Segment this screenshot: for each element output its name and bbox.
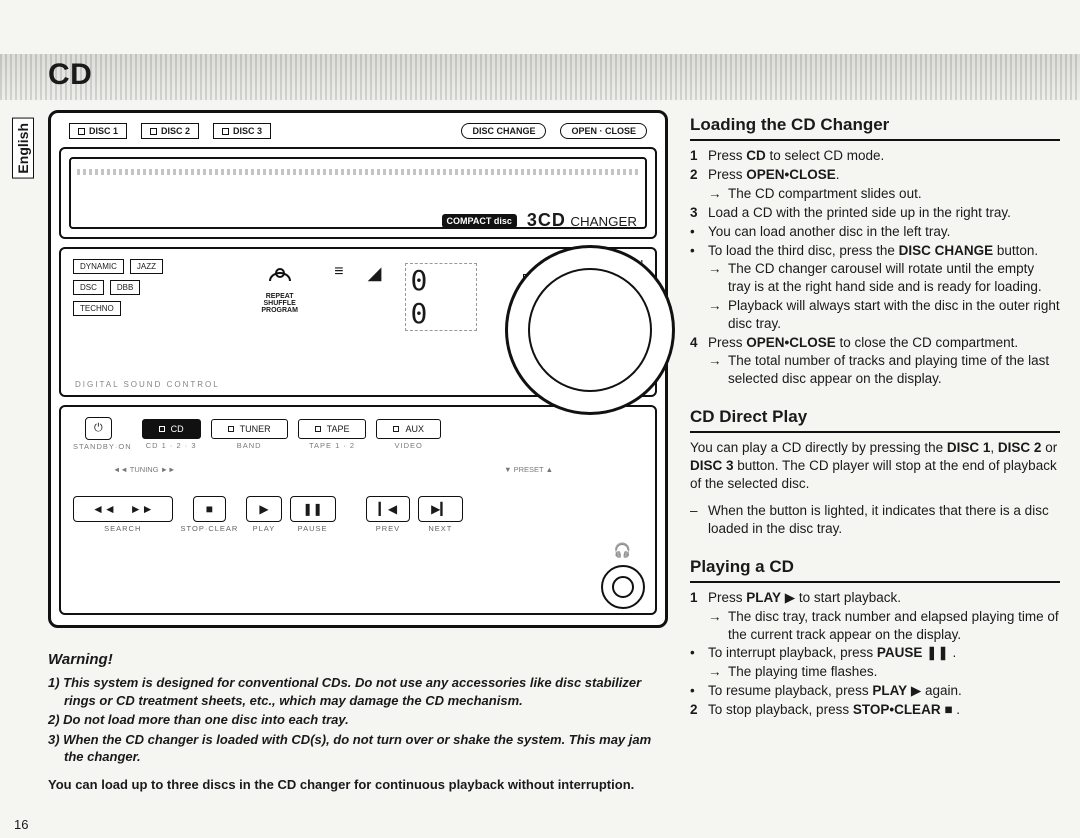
three-cd-logo: 3CD CHANGER	[527, 210, 637, 231]
page-number: 16	[14, 817, 28, 832]
page-body: DISC 1 DISC 2 DISC 3 DISC CHANGE OPEN · …	[48, 110, 1060, 818]
header-texture	[0, 54, 1080, 100]
control-panel: ⏻STANDBY·ON CDCD 1 · 2 · 3 TUNERBAND TAP…	[59, 405, 657, 615]
repeat-shuffle-icon: REPEAT SHUFFLE PROGRAM	[249, 263, 310, 314]
pause-button: ❚❚	[290, 496, 336, 522]
play-button: ▶	[246, 496, 281, 522]
search-buttons: ◄◄►►	[73, 496, 173, 522]
section-direct: CD Direct Play You can play a CD directl…	[690, 406, 1060, 538]
warning-after: You can load up to three discs in the CD…	[48, 776, 668, 794]
source-cd: CD	[142, 419, 201, 439]
stereo-diagram: DISC 1 DISC 2 DISC 3 DISC CHANGE OPEN · …	[48, 110, 668, 628]
warning-item: 3) When the CD changer is loaded with CD…	[48, 731, 668, 766]
cd-tray: COMPACT disc 3CD CHANGER	[59, 147, 657, 239]
stop-button: ■	[193, 496, 226, 522]
prev-button: ▎◀	[366, 496, 410, 522]
warning-item: 2) Do not load more than one disc into e…	[48, 711, 668, 729]
disc2-button: DISC 2	[141, 123, 199, 139]
section-heading: Loading the CD Changer	[690, 114, 1060, 141]
page-title: CD	[48, 58, 92, 92]
headphone-icon: 🎧	[614, 542, 631, 559]
compact-disc-logo: COMPACT disc	[442, 214, 517, 228]
left-column: DISC 1 DISC 2 DISC 3 DISC CHANGE OPEN · …	[48, 110, 668, 818]
warning-heading: Warning!	[48, 650, 668, 670]
next-button: ▶▎	[418, 496, 462, 522]
section-playing: Playing a CD 1Press PLAY ▶ to start play…	[690, 556, 1060, 719]
disc-button-row: DISC 1 DISC 2 DISC 3 DISC CHANGE OPEN · …	[59, 121, 657, 139]
source-aux: AUX	[376, 419, 441, 439]
disc3-button: DISC 3	[213, 123, 271, 139]
section-heading: Playing a CD	[690, 556, 1060, 583]
dsc-strip: DIGITAL SOUND CONTROL	[75, 380, 220, 389]
source-tape: TAPE	[298, 419, 367, 439]
section-heading: CD Direct Play	[690, 406, 1060, 433]
direct-paragraph: You can play a CD directly by pressing t…	[690, 439, 1060, 492]
warning-block: Warning! 1) This system is designed for …	[48, 650, 668, 794]
language-tab: English	[12, 118, 34, 179]
seven-segment: 0 0	[405, 263, 477, 331]
open-close-button: OPEN · CLOSE	[560, 123, 647, 139]
power-button: ⏻	[85, 417, 112, 440]
source-tuner: TUNER	[211, 419, 288, 439]
disc1-button: DISC 1	[69, 123, 127, 139]
disc-change-button: DISC CHANGE	[461, 123, 546, 139]
right-column: Loading the CD Changer 1Press CD to sele…	[690, 110, 1060, 818]
eq-icon: ≡	[334, 263, 343, 281]
warning-item: 1) This system is designed for conventio…	[48, 674, 668, 709]
signal-icon: ◢	[368, 263, 382, 284]
section-loading: Loading the CD Changer 1Press CD to sele…	[690, 114, 1060, 388]
volume-jog	[505, 245, 675, 415]
headphone-jack	[601, 565, 645, 609]
